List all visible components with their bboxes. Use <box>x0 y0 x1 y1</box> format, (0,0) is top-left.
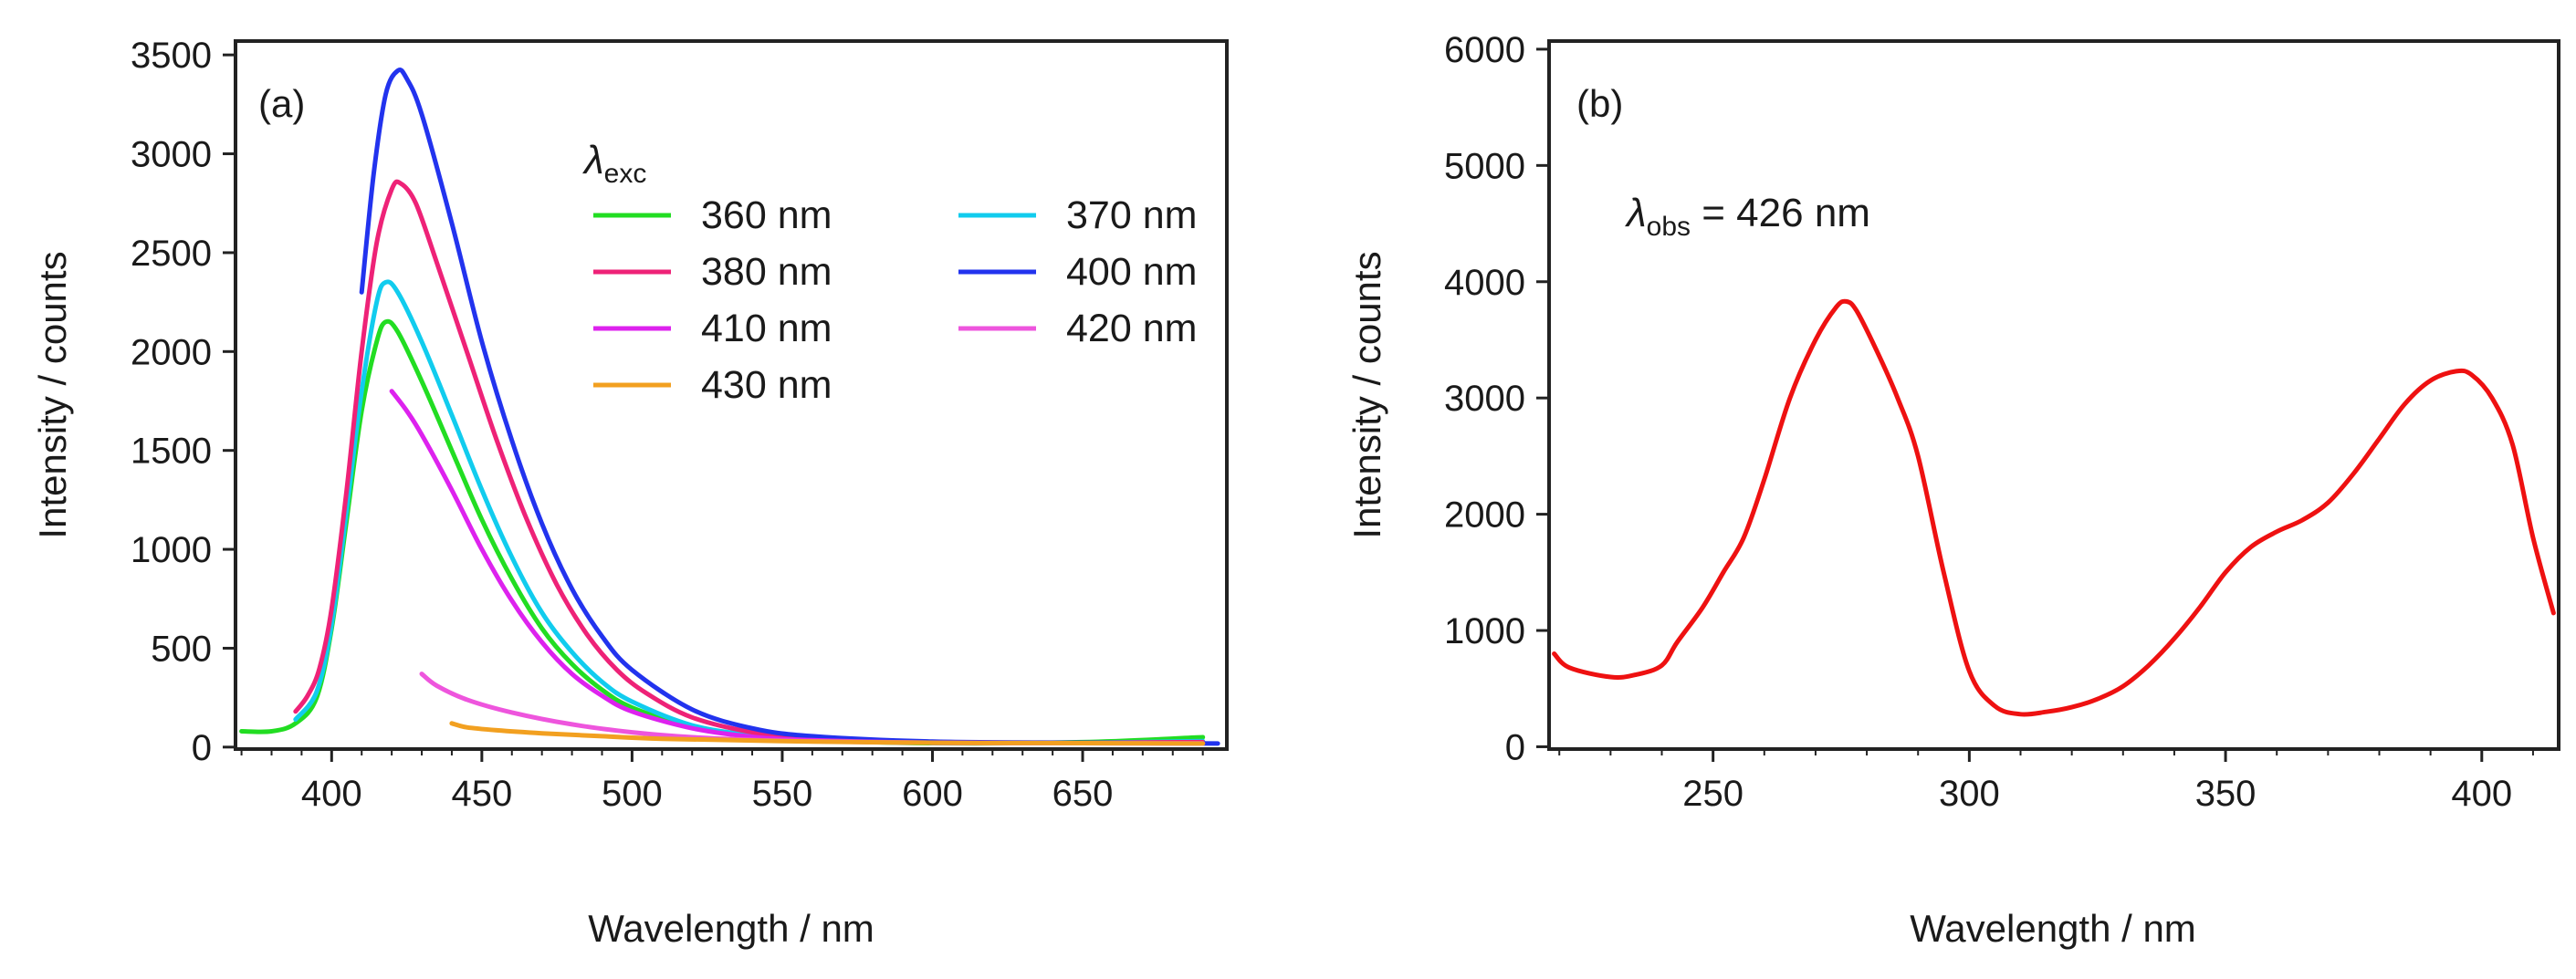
y-tick-label-a-500: 500 <box>151 629 212 669</box>
legend-title: λexc <box>582 138 646 189</box>
annotation-text: = 426 nm <box>1691 191 1870 235</box>
y-tick-label-a-2000: 2000 <box>131 332 212 372</box>
legend-a: λexc 360 nm 370 nm 380 nm 400 nm 410 nm 420 n… <box>582 138 1197 407</box>
x-tick-label-a-500: 500 <box>602 774 663 814</box>
y-tick-label-b-1000: 1000 <box>1444 611 1525 651</box>
x-tick-label-b-300: 300 <box>1939 774 2000 814</box>
y-tick-label-b-3000: 3000 <box>1444 379 1525 419</box>
panel-a: 400 450 500 550 600 650 0 500 1000 1500 2000 2500 30… <box>31 36 1229 950</box>
legend-label-3: 400 nm <box>1066 250 1197 294</box>
series-line-a-6 <box>449 721 1206 746</box>
annotation-obs: λobs = 426 nm <box>1625 191 1870 242</box>
y-axis-title-a: Intensity / counts <box>31 251 74 538</box>
x-tick-label-a-400: 400 <box>301 774 362 814</box>
panel-label-b: (b) <box>1576 82 1623 125</box>
y-tick-label-a-1000: 1000 <box>131 530 212 570</box>
legend-label-5: 420 nm <box>1066 307 1197 350</box>
x-tick-label-a-450: 450 <box>451 774 512 814</box>
y-tick-label-a-1500: 1500 <box>131 432 212 472</box>
legend-label-1: 370 nm <box>1066 193 1197 237</box>
legend-label-2: 380 nm <box>701 250 832 294</box>
y-tick-label-b-2000: 2000 <box>1444 495 1525 536</box>
y-tick-label-a-3000: 3000 <box>131 135 212 175</box>
y-tick-label-a-0: 0 <box>192 728 212 768</box>
annotation-symbol: λ <box>1625 191 1647 235</box>
y-tick-label-b-0: 0 <box>1505 727 1525 767</box>
y-axis-title-b: Intensity / counts <box>1346 251 1388 538</box>
x-axis-title-a: Wavelength / nm <box>588 907 874 950</box>
plot-frame-a <box>234 39 1229 751</box>
legend-title-symbol: λ <box>582 138 604 182</box>
panel-label-a: (a) <box>258 82 305 125</box>
legend-label-0: 360 nm <box>701 193 832 237</box>
x-tick-label-a-550: 550 <box>752 774 813 814</box>
x-tick-label-b-250: 250 <box>1682 774 1744 814</box>
series-group-b <box>1552 298 2556 717</box>
x-axis-title-b: Wavelength / nm <box>1910 907 2196 950</box>
legend-title-subscript: exc <box>604 159 647 189</box>
legend-label-4: 410 nm <box>701 307 832 350</box>
legend-label-6: 430 nm <box>701 363 832 407</box>
y-tick-label-b-5000: 5000 <box>1444 146 1525 186</box>
axis-ticks-a: 400 450 500 550 600 650 0 500 1000 1500 2000 2500 30… <box>131 36 1204 814</box>
x-tick-label-a-600: 600 <box>902 774 963 814</box>
x-tick-label-b-400: 400 <box>2451 774 2512 814</box>
x-tick-label-b-350: 350 <box>2195 774 2257 814</box>
series-line-a-1 <box>293 279 1206 745</box>
x-tick-label-a-650: 650 <box>1052 774 1114 814</box>
series-group-a <box>239 68 1220 746</box>
annotation-subscript: obs <box>1647 212 1691 242</box>
y-tick-label-b-6000: 6000 <box>1444 30 1525 70</box>
y-tick-label-a-3500: 3500 <box>131 36 212 76</box>
y-tick-label-b-4000: 4000 <box>1444 263 1525 303</box>
y-tick-label-a-2500: 2500 <box>131 234 212 274</box>
series-line-b-0 <box>1552 298 2556 717</box>
plot-frame-b <box>1547 39 2560 751</box>
